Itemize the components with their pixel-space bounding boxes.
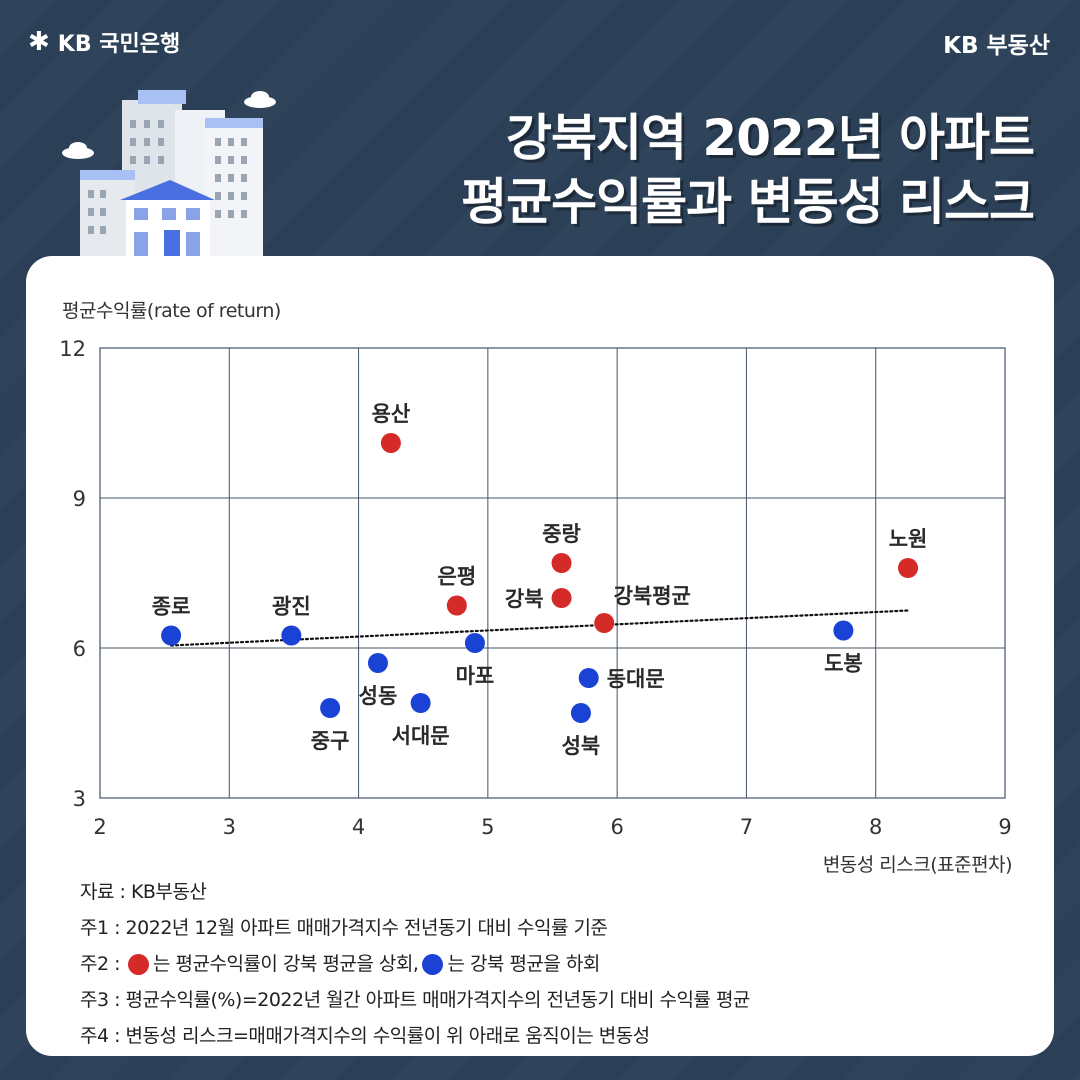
title-line-2: 평균수익률과 변동성 리스크 <box>461 173 1035 231</box>
note-2: 주2 : 는 평균수익률이 강북 평균을 상회, 는 강북 평균을 하회 <box>80 946 750 982</box>
data-point-label: 광진 <box>272 595 311 619</box>
data-point <box>446 595 467 616</box>
data-point <box>410 693 431 713</box>
note-2-prefix: 주2 : <box>80 953 121 975</box>
x-tick-label: 7 <box>740 815 753 839</box>
data-point-label: 도봉 <box>824 652 863 676</box>
footnotes: 자료 : KB부동산 주1 : 2022년 12월 아파트 매매가격지수 전년동… <box>80 874 750 1054</box>
chart-card <box>26 256 1054 1056</box>
data-point-label: 동대문 <box>607 667 665 691</box>
data-point <box>594 613 615 633</box>
data-point-label: 중랑 <box>542 522 581 546</box>
note-2-red-text: 는 평균수익률이 강북 평균을 상회, <box>153 953 419 975</box>
buildings-illustration <box>62 90 276 260</box>
note-4: 주4 : 변동성 리스크=매매가격지수의 수익률이 위 아래로 움직이는 변동성 <box>80 1025 650 1047</box>
data-point <box>161 625 182 646</box>
data-point <box>570 703 591 723</box>
data-point-label: 종로 <box>152 595 191 619</box>
note-3: 주3 : 평균수익률(%)=2022년 월간 아파트 매매가격지수의 전년동기 … <box>80 989 750 1011</box>
data-point <box>551 588 572 608</box>
data-point <box>281 625 302 646</box>
data-point-label: 용산 <box>372 402 411 426</box>
blue-dot-legend-icon <box>422 953 444 975</box>
data-point-label: 성북 <box>562 734 601 758</box>
x-tick-label: 2 <box>93 815 106 839</box>
note-1: 주1 : 2022년 12월 아파트 매매가격지수 전년동기 대비 수익률 기준 <box>80 917 608 939</box>
plot-area-border <box>99 347 1006 799</box>
data-point <box>898 558 919 578</box>
x-tick-label: 8 <box>869 815 882 839</box>
kb-bank-logo: ✱ KB 국민은행 <box>28 26 180 58</box>
title-line-1: 강북지역 2022년 아파트 <box>506 109 1035 167</box>
x-tick-label: 5 <box>481 815 494 839</box>
data-point-label: 서대문 <box>392 724 450 748</box>
data-point-label: 은평 <box>438 565 477 589</box>
data-point <box>367 653 388 673</box>
source-note: 자료 : KB부동산 <box>80 881 207 903</box>
x-tick-label: 9 <box>998 815 1011 839</box>
y-tick-label: 6 <box>73 637 86 661</box>
y-axis-label: 평균수익률(rate of return) <box>62 300 281 322</box>
data-point <box>833 620 854 641</box>
data-point-label: 중구 <box>311 729 350 753</box>
data-point <box>578 668 599 688</box>
data-point-label: 강북평균 <box>614 584 691 608</box>
kb-real-estate-brand: KB 부동산 <box>943 33 1050 59</box>
y-tick-label: 12 <box>59 337 86 361</box>
x-axis-label: 변동성 리스크(표준편차) <box>822 854 1013 876</box>
data-point-label: 마포 <box>456 664 495 688</box>
data-point-label: 성동 <box>359 684 398 708</box>
page-title: 강북지역 2022년 아파트 평균수익률과 변동성 리스크 <box>461 106 1035 234</box>
kb-star-icon: ✱ <box>28 27 50 57</box>
data-point-label: 노원 <box>889 527 928 551</box>
x-tick-label: 6 <box>610 815 623 839</box>
x-tick-label: 4 <box>352 815 365 839</box>
note-2-blue-text: 는 강북 평균을 하회 <box>447 953 600 975</box>
red-dot-legend-icon <box>128 953 150 975</box>
data-point-label: 강북 <box>505 587 544 611</box>
y-tick-label: 3 <box>73 787 86 811</box>
data-point <box>551 553 572 573</box>
bank-brand-text: KB 국민은행 <box>57 32 181 57</box>
data-point <box>320 698 341 718</box>
y-tick-label: 9 <box>73 487 86 511</box>
data-point <box>464 633 485 653</box>
data-point <box>380 433 401 453</box>
x-tick-label: 3 <box>223 815 236 839</box>
